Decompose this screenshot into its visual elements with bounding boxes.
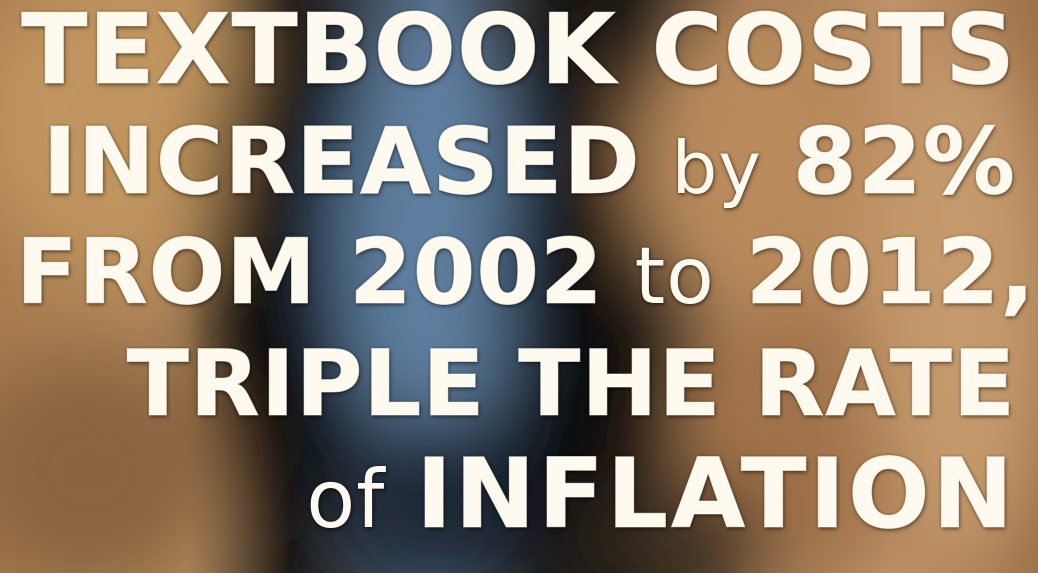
headline-line-3-thin: to — [634, 232, 715, 322]
headline-line-3: FROM 2002 to 2012, — [16, 215, 1035, 329]
headline-line-2-thin: by — [671, 126, 762, 210]
headline-line-2: INCREASED by 82% — [16, 105, 1016, 219]
headline-line-5-bold: INFLATION — [416, 438, 1016, 551]
headline-line-2-percent: 82% — [792, 108, 1016, 216]
headline-line-1: TEXTBOOK COSTS — [16, 0, 1016, 107]
headline-line-1-text: TEXTBOOK COSTS — [21, 0, 1016, 107]
headline-line-5-thin: of — [306, 453, 386, 546]
headline-line-4: TRIPLE THE RATE — [16, 327, 1016, 441]
headline-line-3-year: 2012, — [745, 220, 1036, 326]
headline: TEXTBOOK COSTS INCREASED by 82% FROM 200… — [16, 0, 1035, 551]
headline-line-5: of INFLATION — [16, 437, 1016, 551]
headline-line-2-bold: INCREASED — [42, 108, 641, 216]
headline-line-4-text: TRIPLE THE RATE — [126, 332, 1016, 438]
headline-line-3-bold: FROM 2002 — [16, 220, 604, 326]
